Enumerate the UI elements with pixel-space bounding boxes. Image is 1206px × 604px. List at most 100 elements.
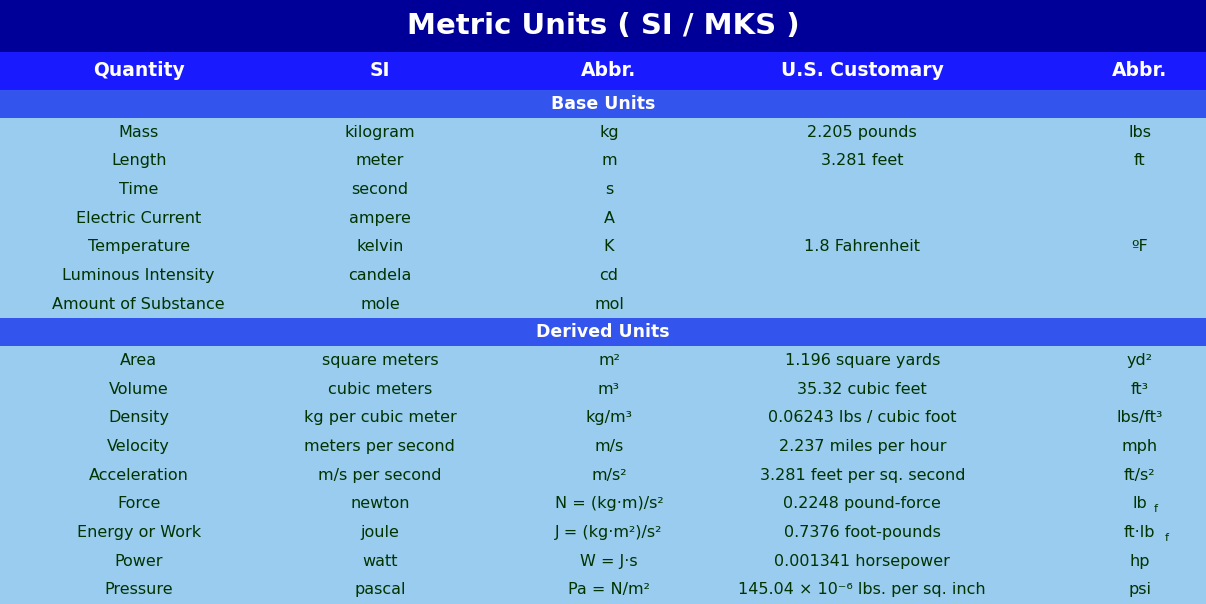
Text: m: m (602, 153, 616, 169)
Text: Amount of Substance: Amount of Substance (52, 297, 226, 312)
Text: cd: cd (599, 268, 619, 283)
Text: Base Units: Base Units (551, 95, 655, 113)
Text: Energy or Work: Energy or Work (77, 525, 200, 540)
Text: cubic meters: cubic meters (328, 382, 432, 397)
Text: 2.205 pounds: 2.205 pounds (807, 125, 918, 140)
Text: Derived Units: Derived Units (537, 323, 669, 341)
Text: N = (kg·m)/s²: N = (kg·m)/s² (555, 496, 663, 512)
Bar (0, 576, 1206, 604)
Text: J = (kg·m²)/s²: J = (kg·m²)/s² (555, 525, 663, 540)
Text: Acceleration: Acceleration (89, 467, 188, 483)
Text: kelvin: kelvin (356, 239, 404, 254)
Text: SI: SI (370, 62, 390, 80)
Text: 0.06243 lbs / cubic foot: 0.06243 lbs / cubic foot (768, 411, 956, 425)
Bar (0, 0, 1206, 52)
Text: Pa = N/m²: Pa = N/m² (568, 582, 650, 597)
Text: 35.32 cubic feet: 35.32 cubic feet (797, 382, 927, 397)
Bar (0, 261, 1206, 290)
Text: f: f (1165, 533, 1169, 543)
Text: 3.281 feet per sq. second: 3.281 feet per sq. second (760, 467, 965, 483)
Text: m³: m³ (598, 382, 620, 397)
Bar (0, 346, 1206, 375)
Bar (0, 375, 1206, 403)
Bar (0, 90, 1206, 118)
Bar (0, 118, 1206, 147)
Text: Area: Area (121, 353, 157, 368)
Text: Force: Force (117, 496, 160, 512)
Text: meter: meter (356, 153, 404, 169)
Text: Electric Current: Electric Current (76, 211, 201, 226)
Text: Luminous Intensity: Luminous Intensity (63, 268, 215, 283)
Bar (0, 518, 1206, 547)
Text: m/s: m/s (595, 439, 624, 454)
Text: Pressure: Pressure (105, 582, 172, 597)
Text: s: s (605, 182, 613, 197)
Text: 0.2248 pound-force: 0.2248 pound-force (784, 496, 941, 512)
Text: ºF: ºF (1131, 239, 1148, 254)
Text: Time: Time (119, 182, 158, 197)
Text: K: K (604, 239, 614, 254)
Text: kg: kg (599, 125, 619, 140)
Text: 0.001341 horsepower: 0.001341 horsepower (774, 553, 950, 568)
Text: Abbr.: Abbr. (1112, 62, 1167, 80)
Text: Mass: Mass (118, 125, 159, 140)
Bar (0, 547, 1206, 576)
Text: 145.04 × 10⁻⁶ lbs. per sq. inch: 145.04 × 10⁻⁶ lbs. per sq. inch (738, 582, 987, 597)
Text: kilogram: kilogram (345, 125, 415, 140)
Text: Volume: Volume (109, 382, 169, 397)
Text: mph: mph (1122, 439, 1158, 454)
Text: f: f (1154, 504, 1158, 515)
Bar (0, 318, 1206, 346)
Text: hp: hp (1130, 553, 1149, 568)
Text: 2.237 miles per hour: 2.237 miles per hour (779, 439, 946, 454)
Text: 3.281 feet: 3.281 feet (821, 153, 903, 169)
Text: U.S. Customary: U.S. Customary (780, 62, 944, 80)
Text: square meters: square meters (322, 353, 438, 368)
Text: W = J·s: W = J·s (580, 553, 638, 568)
Text: 1.8 Fahrenheit: 1.8 Fahrenheit (804, 239, 920, 254)
Text: Abbr.: Abbr. (581, 62, 637, 80)
Text: Density: Density (109, 411, 169, 425)
Bar (0, 52, 1206, 90)
Text: mol: mol (595, 297, 624, 312)
Text: ft³: ft³ (1130, 382, 1149, 397)
Text: ampere: ampere (349, 211, 411, 226)
Text: 1.196 square yards: 1.196 square yards (785, 353, 939, 368)
Text: meters per second: meters per second (304, 439, 456, 454)
Text: lbs: lbs (1128, 125, 1152, 140)
Text: watt: watt (362, 553, 398, 568)
Text: kg/m³: kg/m³ (585, 411, 633, 425)
Bar (0, 233, 1206, 261)
Bar (0, 403, 1206, 432)
Bar (0, 432, 1206, 461)
Text: Metric Units ( SI / MKS ): Metric Units ( SI / MKS ) (406, 12, 800, 40)
Text: Velocity: Velocity (107, 439, 170, 454)
Text: lb: lb (1132, 496, 1147, 512)
Bar (0, 147, 1206, 175)
Text: Power: Power (115, 553, 163, 568)
Text: ft·lb: ft·lb (1124, 525, 1155, 540)
Bar (0, 461, 1206, 489)
Text: newton: newton (350, 496, 410, 512)
Text: lbs/ft³: lbs/ft³ (1117, 411, 1163, 425)
Text: ft: ft (1134, 153, 1146, 169)
Text: candela: candela (349, 268, 411, 283)
Text: mole: mole (361, 297, 399, 312)
Text: pascal: pascal (355, 582, 405, 597)
Text: Length: Length (111, 153, 166, 169)
Text: Temperature: Temperature (88, 239, 189, 254)
Bar (0, 175, 1206, 204)
Bar (0, 290, 1206, 318)
Text: yd²: yd² (1126, 353, 1153, 368)
Text: 0.7376 foot-pounds: 0.7376 foot-pounds (784, 525, 941, 540)
Text: ft/s²: ft/s² (1124, 467, 1155, 483)
Text: A: A (603, 211, 615, 226)
Text: Quantity: Quantity (93, 62, 185, 80)
Bar (0, 489, 1206, 518)
Text: kg per cubic meter: kg per cubic meter (304, 411, 456, 425)
Text: second: second (351, 182, 409, 197)
Bar (0, 204, 1206, 233)
Text: m/s²: m/s² (591, 467, 627, 483)
Text: psi: psi (1128, 582, 1152, 597)
Text: joule: joule (361, 525, 399, 540)
